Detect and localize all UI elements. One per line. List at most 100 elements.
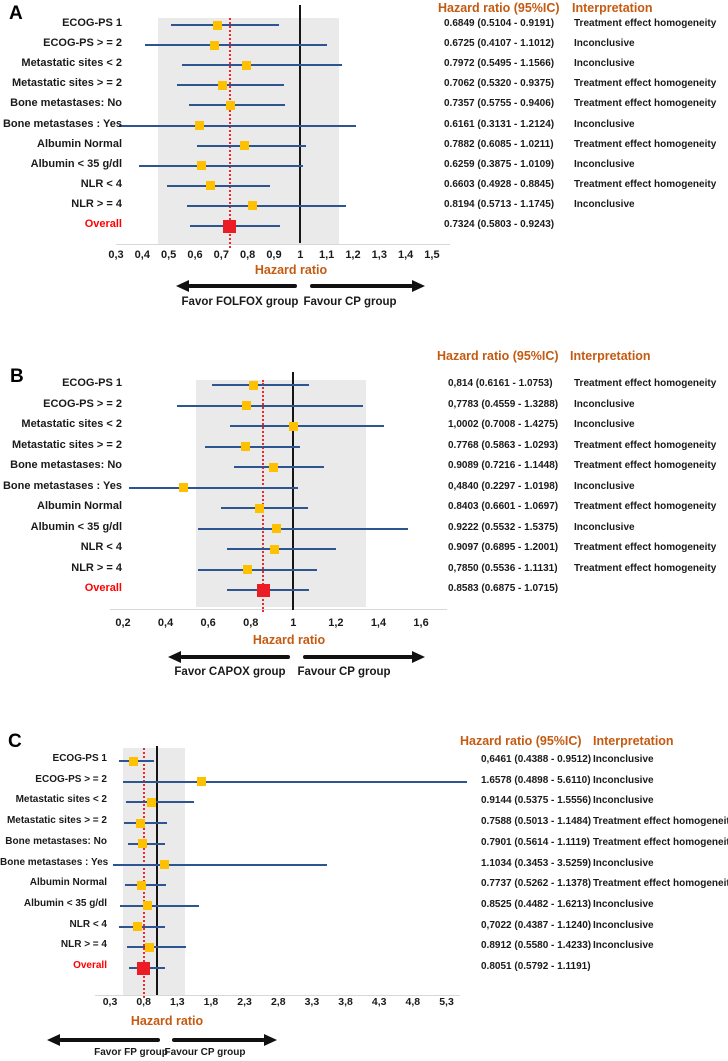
axis-tick-label: 2,8 xyxy=(270,996,286,1008)
ci-line xyxy=(122,780,468,783)
ci-line xyxy=(205,445,300,448)
hr-value: 0.9144 (0.5375 - 1.5556) xyxy=(481,795,592,807)
hr-value: 0.9222 (0.5532 - 1.5375) xyxy=(448,521,559,533)
ci-line xyxy=(211,384,310,386)
interpretation-label: Inconclusive xyxy=(574,398,635,410)
equivalence-band xyxy=(122,748,186,995)
hr-value: 0.7588 (0.5013 - 1.1484) xyxy=(481,816,592,828)
no-effect-line xyxy=(299,5,302,243)
row-label: NLR > = 4 xyxy=(71,561,122,574)
hr-value: 0,6461 (0.4388 - 0.9512) xyxy=(481,754,592,765)
row-label: Overall xyxy=(73,960,107,971)
axis-tick-label: 1,1 xyxy=(318,249,335,261)
interpretation-label: Inconclusive xyxy=(593,940,654,952)
hr-value: 0.7768 (0.5863 - 1.0293) xyxy=(448,439,559,451)
axis-tick-label: 1 xyxy=(297,249,304,261)
interpretation-label: Inconclusive xyxy=(574,198,635,210)
point-marker xyxy=(249,380,259,390)
point-marker xyxy=(243,565,253,574)
overall-dotted-line xyxy=(142,748,145,998)
axis-tick-label: 4,3 xyxy=(371,996,387,1008)
row-label: Bone metastases : Yes xyxy=(2,117,122,130)
ci-line xyxy=(229,425,385,427)
interpretation-label: Treatment effect homogeneity xyxy=(593,816,728,828)
favor-right-arrow xyxy=(303,655,413,659)
row-label: Albumin < 35 g/dl xyxy=(30,157,122,170)
point-marker xyxy=(137,880,147,890)
point-marker xyxy=(240,141,250,151)
ci-line xyxy=(129,486,298,489)
interpretation-label: Inconclusive xyxy=(574,38,635,50)
point-marker xyxy=(138,839,148,849)
favor-right-label: Favour CP group xyxy=(297,666,391,678)
row-label: ECOG-PS > = 2 xyxy=(43,397,122,410)
point-marker xyxy=(226,100,236,110)
ci-line xyxy=(166,184,270,187)
axis-title: Hazard ratio xyxy=(252,633,326,647)
axis-tick-label: 0,2 xyxy=(115,617,131,629)
hr-value: 0.8525 (0.4482 - 1.6213) xyxy=(481,898,592,910)
row-label: Metastatic sites < 2 xyxy=(15,794,107,806)
interpretation-label: Treatment effect homogeneity xyxy=(574,18,717,29)
hr-value: 0.7901 (0.5614 - 1.1119) xyxy=(481,836,590,848)
row-label: ECOG-PS 1 xyxy=(52,753,107,764)
interpretation-label: Inconclusive xyxy=(593,919,654,931)
point-marker xyxy=(269,544,279,554)
axis-tick-label: 1,8 xyxy=(203,996,219,1008)
interpretation-label: Treatment effect homogeneity xyxy=(574,501,717,512)
row-label: Bone metastases : Yes xyxy=(2,479,122,492)
axis-title: Hazard ratio xyxy=(254,263,328,277)
ci-line xyxy=(234,466,325,468)
hr-value: 0.8194 (0.5713 - 1.1745) xyxy=(444,198,555,210)
hr-value: 0.7357 (0.5755 - 0.9406) xyxy=(444,98,555,110)
ci-line xyxy=(188,104,285,107)
hr-value: 0.9097 (0.6895 - 1.2001) xyxy=(448,542,559,553)
point-marker xyxy=(145,942,155,952)
point-marker xyxy=(197,161,207,171)
favor-left-arrowhead xyxy=(168,651,181,663)
hr-value: 0.6161 (0.3131 - 1.2124) xyxy=(444,118,555,130)
row-label: Metastatic sites < 2 xyxy=(21,418,122,430)
favor-right-arrow xyxy=(310,284,413,288)
overall-marker xyxy=(223,219,237,233)
interpretation-label: Treatment effect homogeneity xyxy=(574,98,717,110)
interpretation-label: Inconclusive xyxy=(593,857,654,869)
ci-line xyxy=(113,863,328,866)
favor-left-arrow xyxy=(188,284,297,288)
column-header-interpretation: Interpretation xyxy=(572,1,653,15)
row-label: Metastatic sites > = 2 xyxy=(6,815,107,827)
point-marker xyxy=(272,524,282,533)
point-marker xyxy=(159,860,169,869)
axis-baseline xyxy=(116,244,450,245)
interpretation-label: Inconclusive xyxy=(574,58,635,70)
hr-value: 0.9089 (0.7216 - 1.1448) xyxy=(448,460,559,471)
favor-right-label: Favour CP group xyxy=(303,296,397,308)
interpretation-label: Treatment effect homogeneity xyxy=(574,562,717,574)
point-marker xyxy=(196,777,206,787)
axis-tick-label: 0,4 xyxy=(157,617,174,629)
ci-line xyxy=(181,64,342,67)
row-label: Metastatic sites < 2 xyxy=(21,57,122,70)
interpretation-label: Inconclusive xyxy=(574,521,635,533)
point-marker xyxy=(178,483,188,492)
row-label: NLR > = 4 xyxy=(60,939,107,951)
row-label: NLR < 4 xyxy=(80,177,122,190)
point-marker xyxy=(288,421,298,431)
point-marker xyxy=(218,80,228,90)
hr-value: 0.6849 (0.5104 - 0.9191) xyxy=(444,18,555,29)
axis-tick-label: 0,8 xyxy=(136,996,151,1008)
point-marker xyxy=(269,462,279,472)
axis-tick-label: 3,8 xyxy=(338,996,353,1008)
interpretation-label: Treatment effect homogeneity xyxy=(574,542,717,553)
point-marker xyxy=(248,201,258,211)
axis-tick-label: 1,4 xyxy=(397,249,414,261)
axis-tick-label: 1 xyxy=(290,617,297,629)
interpretation-label: Treatment effect homogeneity xyxy=(593,878,728,890)
point-marker xyxy=(194,121,204,130)
ci-line xyxy=(139,164,304,167)
ci-line xyxy=(145,44,327,47)
